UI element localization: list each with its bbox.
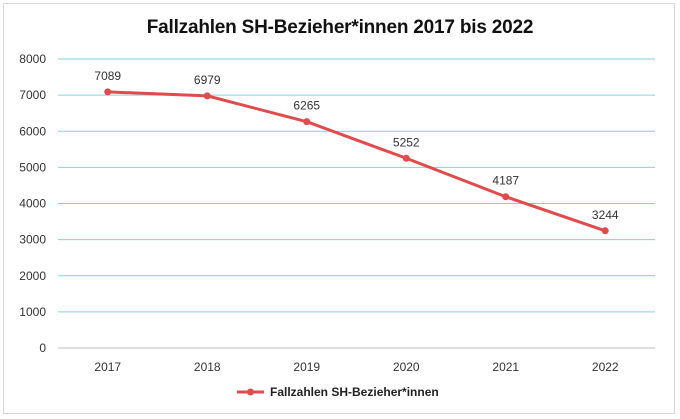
y-tick-label: 0 xyxy=(39,341,46,355)
y-tick-label: 7000 xyxy=(19,88,46,102)
x-tick-label: 2020 xyxy=(393,360,420,374)
data-point xyxy=(303,118,311,126)
data-point xyxy=(203,92,211,100)
y-tick-label: 1000 xyxy=(19,305,46,319)
data-label: 5252 xyxy=(393,135,420,149)
y-tick-label: 5000 xyxy=(19,160,46,174)
data-label: 4187 xyxy=(492,174,519,188)
gridlines xyxy=(58,58,655,349)
legend: Fallzahlen SH-Bezieher*innen xyxy=(237,385,439,399)
y-axis-ticks: 0 1000 2000 3000 4000 5000 6000 7000 8000 xyxy=(19,52,46,355)
data-point xyxy=(402,154,410,162)
data-point xyxy=(502,193,510,201)
x-axis-ticks: 2017 2018 2019 2020 2021 2022 xyxy=(94,360,619,374)
data-labels: 7089 6979 6265 5252 4187 3244 xyxy=(94,69,619,222)
x-tick-label: 2018 xyxy=(194,360,221,374)
data-point xyxy=(104,88,112,96)
y-tick-label: 2000 xyxy=(19,269,46,283)
x-tick-label: 2017 xyxy=(94,360,121,374)
chart-frame xyxy=(3,3,675,414)
legend-swatch-marker xyxy=(247,388,254,396)
x-tick-label: 2019 xyxy=(293,360,320,374)
data-point xyxy=(601,227,609,235)
x-tick-label: 2022 xyxy=(592,360,619,374)
y-tick-label: 8000 xyxy=(19,52,46,66)
x-tick-label: 2021 xyxy=(492,360,519,374)
series-layer xyxy=(104,88,609,235)
y-tick-label: 3000 xyxy=(19,233,46,247)
series-line xyxy=(106,90,607,233)
y-tick-label: 6000 xyxy=(19,124,46,138)
data-label: 3244 xyxy=(592,208,619,222)
data-label: 7089 xyxy=(94,69,121,83)
y-tick-label: 4000 xyxy=(19,197,46,211)
legend-label: Fallzahlen SH-Bezieher*innen xyxy=(270,385,439,399)
chart-title: Fallzahlen SH-Bezieher*innen 2017 bis 20… xyxy=(146,17,534,38)
data-label: 6265 xyxy=(293,99,320,113)
data-label: 6979 xyxy=(194,73,221,87)
